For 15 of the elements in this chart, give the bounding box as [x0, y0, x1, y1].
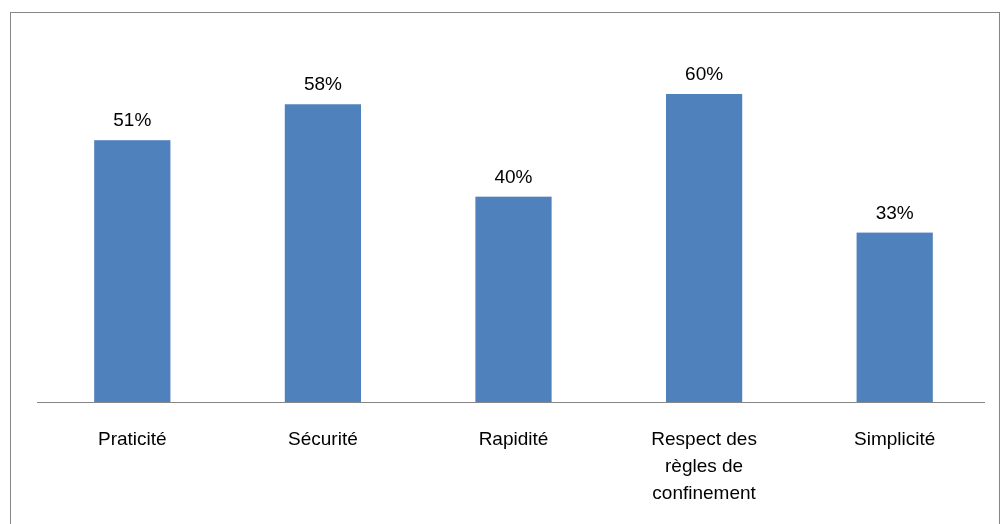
data-label: 60%: [685, 63, 724, 84]
bar: [856, 232, 933, 402]
x-tick-label: Simplicité: [854, 428, 936, 449]
data-label: 51%: [113, 109, 152, 131]
bar: [284, 104, 362, 402]
bar: [475, 196, 552, 402]
x-tick-label: Praticité: [97, 428, 167, 449]
bar: [665, 94, 743, 402]
data-label: 40%: [494, 165, 533, 187]
data-label: 58%: [303, 73, 343, 95]
x-tick-label: Respect des règles de confinement: [651, 428, 757, 503]
x-tick-label: Rapidité: [478, 428, 549, 449]
data-label: 33%: [875, 201, 914, 223]
bar: [94, 140, 171, 402]
x-tick-label: Sécurité: [288, 428, 358, 449]
